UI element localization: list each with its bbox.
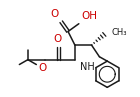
Text: O: O <box>50 9 58 19</box>
Text: CH₃: CH₃ <box>111 28 127 37</box>
Text: NH: NH <box>80 62 95 72</box>
Text: OH: OH <box>82 11 98 21</box>
Text: O: O <box>53 34 61 44</box>
Text: O: O <box>38 63 47 73</box>
